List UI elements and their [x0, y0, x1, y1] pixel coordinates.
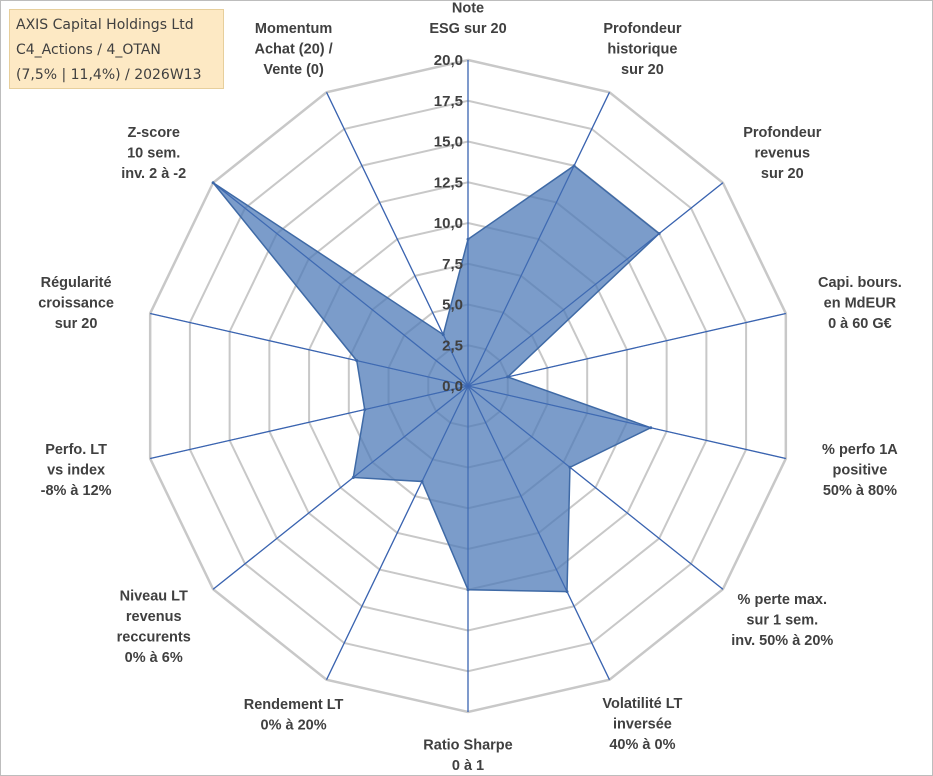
category-label-line: % perfo 1A	[822, 442, 898, 458]
category-label-line: sur 20	[55, 316, 98, 332]
category-label-line: Profondeur	[603, 21, 681, 37]
radial-ticks: 0,0 2,5 5,0 7,5 10,0 12,5 15,0 17,5 20,0	[434, 52, 463, 395]
category-label: Momentum Achat (20) / Vente (0)	[254, 21, 332, 78]
axis-spoke-overlay	[212, 182, 469, 387]
radar-series	[150, 60, 786, 712]
category-label-line: Profondeur	[743, 125, 821, 141]
tick-label: 17,5	[434, 93, 463, 110]
axis-spoke-overlay	[212, 385, 469, 590]
tick-label: 20,0	[434, 52, 463, 69]
category-label: Rendement LT 0% à 20%	[244, 697, 344, 734]
axis-spoke-overlay	[150, 313, 469, 387]
category-label-line: Note	[452, 0, 484, 16]
category-label: % perfo 1A positive 50% à 80%	[822, 442, 898, 499]
tick-label: 10,0	[434, 215, 463, 232]
category-label-line: -8% à 12%	[41, 483, 112, 499]
category-label: Régularité croissance sur 20	[38, 275, 114, 332]
category-label-line: sur 1 sem.	[746, 613, 818, 629]
category-label: Profondeur historique sur 20	[603, 21, 681, 78]
category-label-line: sur 20	[761, 166, 804, 182]
category-label-line: inv. 50% à 20%	[731, 633, 833, 649]
category-label: Niveau LT revenus reccurents 0% à 6%	[117, 588, 191, 666]
category-label-line: revenus	[126, 609, 182, 625]
category-label: Ratio Sharpe 0 à 1	[423, 737, 512, 774]
category-label-line: 0% à 20%	[261, 718, 327, 734]
category-label-line: Perfo. LT	[45, 442, 107, 458]
tick-label: 12,5	[434, 174, 463, 191]
chart-title-box: AXIS Capital Holdings Ltd C4_Actions / 4…	[9, 9, 224, 89]
axis-spoke-overlay	[467, 182, 724, 387]
axis-spoke-overlay	[326, 92, 469, 387]
category-label-line: 10 sem.	[127, 145, 180, 161]
axis-spoke-overlay	[467, 385, 610, 680]
tick-label: 5,0	[442, 297, 463, 314]
category-label: Z-score 10 sem. inv. 2 à -2	[121, 125, 186, 182]
tick-label: 0,0	[442, 378, 463, 395]
category-label-line: positive	[833, 462, 888, 478]
category-label-line: 0% à 6%	[125, 650, 183, 666]
tick-label: 7,5	[442, 256, 463, 273]
weight-and-week: (7,5% | 11,4%) / 2026W13	[16, 67, 202, 83]
axis-spoke-overlay	[150, 385, 469, 459]
category-label-line: Volatilité LT	[602, 696, 682, 712]
category-label: % perte max. sur 1 sem. inv. 50% à 20%	[731, 592, 833, 649]
axis-spoke-overlay	[467, 313, 786, 387]
category-label: Note ESG sur 20	[429, 0, 506, 37]
category-label-line: 40% à 0%	[609, 737, 675, 753]
category-label-line: sur 20	[621, 62, 664, 78]
category-label-line: 0 à 1	[452, 758, 484, 774]
category-label-line: Niveau LT	[120, 588, 188, 604]
category-label-line: Ratio Sharpe	[423, 737, 512, 753]
category-label-line: 50% à 80%	[823, 483, 897, 499]
category-label-line: Z-score	[128, 125, 180, 141]
category-label-line: 0 à 60 G€	[828, 316, 892, 332]
category-label: Capi. bours. en MdEUR 0 à 60 G€	[818, 275, 902, 332]
category-label-line: reccurents	[117, 629, 191, 645]
category-label-line: Achat (20) /	[254, 41, 332, 57]
category-label-line: historique	[607, 41, 677, 57]
portfolio-path: C4_Actions / 4_OTAN	[16, 42, 161, 58]
axis-spoke-overlay	[467, 92, 610, 387]
category-label-line: vs index	[47, 462, 105, 478]
category-label-line: en MdEUR	[824, 296, 897, 312]
category-label-line: croissance	[38, 296, 114, 312]
tick-label: 15,0	[434, 134, 463, 151]
company-name: AXIS Capital Holdings Ltd	[16, 17, 194, 33]
tick-label: 2,5	[442, 337, 463, 354]
category-labels: Note ESG sur 20 Profondeur historique sur 20…	[38, 0, 902, 774]
category-label-line: Vente (0)	[263, 62, 324, 78]
category-label-line: ESG sur 20	[429, 21, 506, 37]
category-label-line: inversée	[613, 717, 672, 733]
axis-spoke-overlay	[467, 385, 786, 459]
category-label-line: inv. 2 à -2	[121, 166, 186, 182]
category-label-line: revenus	[754, 145, 810, 161]
axis-spoke-overlay	[467, 385, 724, 590]
category-label-line: % perte max.	[738, 592, 827, 608]
category-label: Profondeur revenus sur 20	[743, 125, 821, 182]
category-label-line: Momentum	[255, 21, 332, 37]
category-label: Volatilité LT inversée 40% à 0%	[602, 696, 682, 753]
category-label-line: Régularité	[41, 275, 112, 291]
category-label-line: Rendement LT	[244, 697, 344, 713]
axis-spoke-overlay	[326, 385, 469, 680]
category-label: Perfo. LT vs index -8% à 12%	[41, 442, 112, 499]
category-label-line: Capi. bours.	[818, 275, 902, 291]
